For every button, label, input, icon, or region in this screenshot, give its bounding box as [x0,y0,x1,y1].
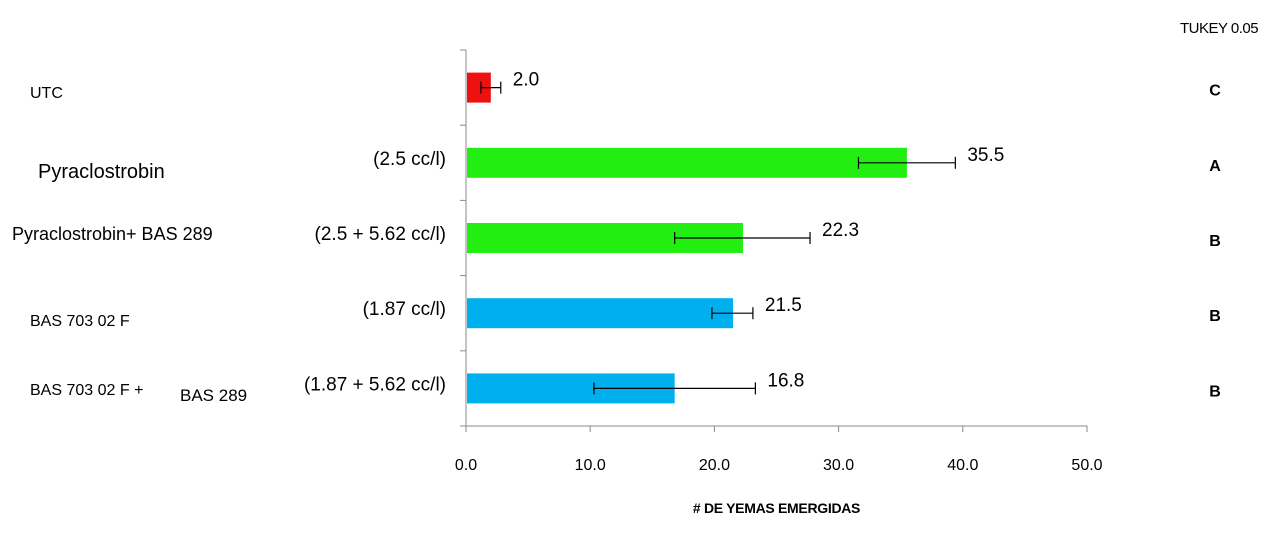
category-label: Pyraclostrobin+ BAS 289 [12,224,213,244]
tukey-letter: C [1209,83,1221,100]
category-label: UTC [30,85,63,102]
category-label: BAS 703 02 F [30,313,130,330]
category-label: BAS 703 02 F + [30,382,143,399]
tukey-header: TUKEY 0.05 [1180,20,1259,37]
x-tick-label: 20.0 [699,457,730,474]
category-label-suffix: BAS 289 [180,386,247,405]
dose-label: (1.87 cc/l) [363,299,446,320]
data-label: 2.0 [513,70,539,91]
data-label: 21.5 [765,295,802,316]
x-tick-label: 50.0 [1071,457,1102,474]
x-tick-label: 0.0 [455,457,477,474]
bar [467,298,734,329]
tukey-letter: A [1209,158,1221,175]
data-label: 16.8 [767,370,804,391]
bar [467,72,491,103]
dose-label: (2.5 cc/l) [373,149,446,170]
tukey-letter: B [1209,233,1221,250]
x-axis-title-text: # DE YEMAS EMERGIDAS [692,500,861,516]
tukey-letter: B [1209,308,1221,325]
x-axis-title: # DE YEMAS EMERGIDAS [0,500,1273,516]
tukey-letter: B [1209,383,1221,400]
data-label: 35.5 [967,145,1004,166]
x-tick-label: 30.0 [823,457,854,474]
data-label: 22.3 [822,220,859,241]
x-tick-label: 40.0 [947,457,978,474]
bar [467,147,907,178]
category-label: Pyraclostrobin [38,161,165,183]
x-tick-label: 10.0 [575,457,606,474]
dose-label: (1.87 + 5.62 cc/l) [304,374,446,395]
dose-label: (2.5 + 5.62 cc/l) [315,224,446,245]
